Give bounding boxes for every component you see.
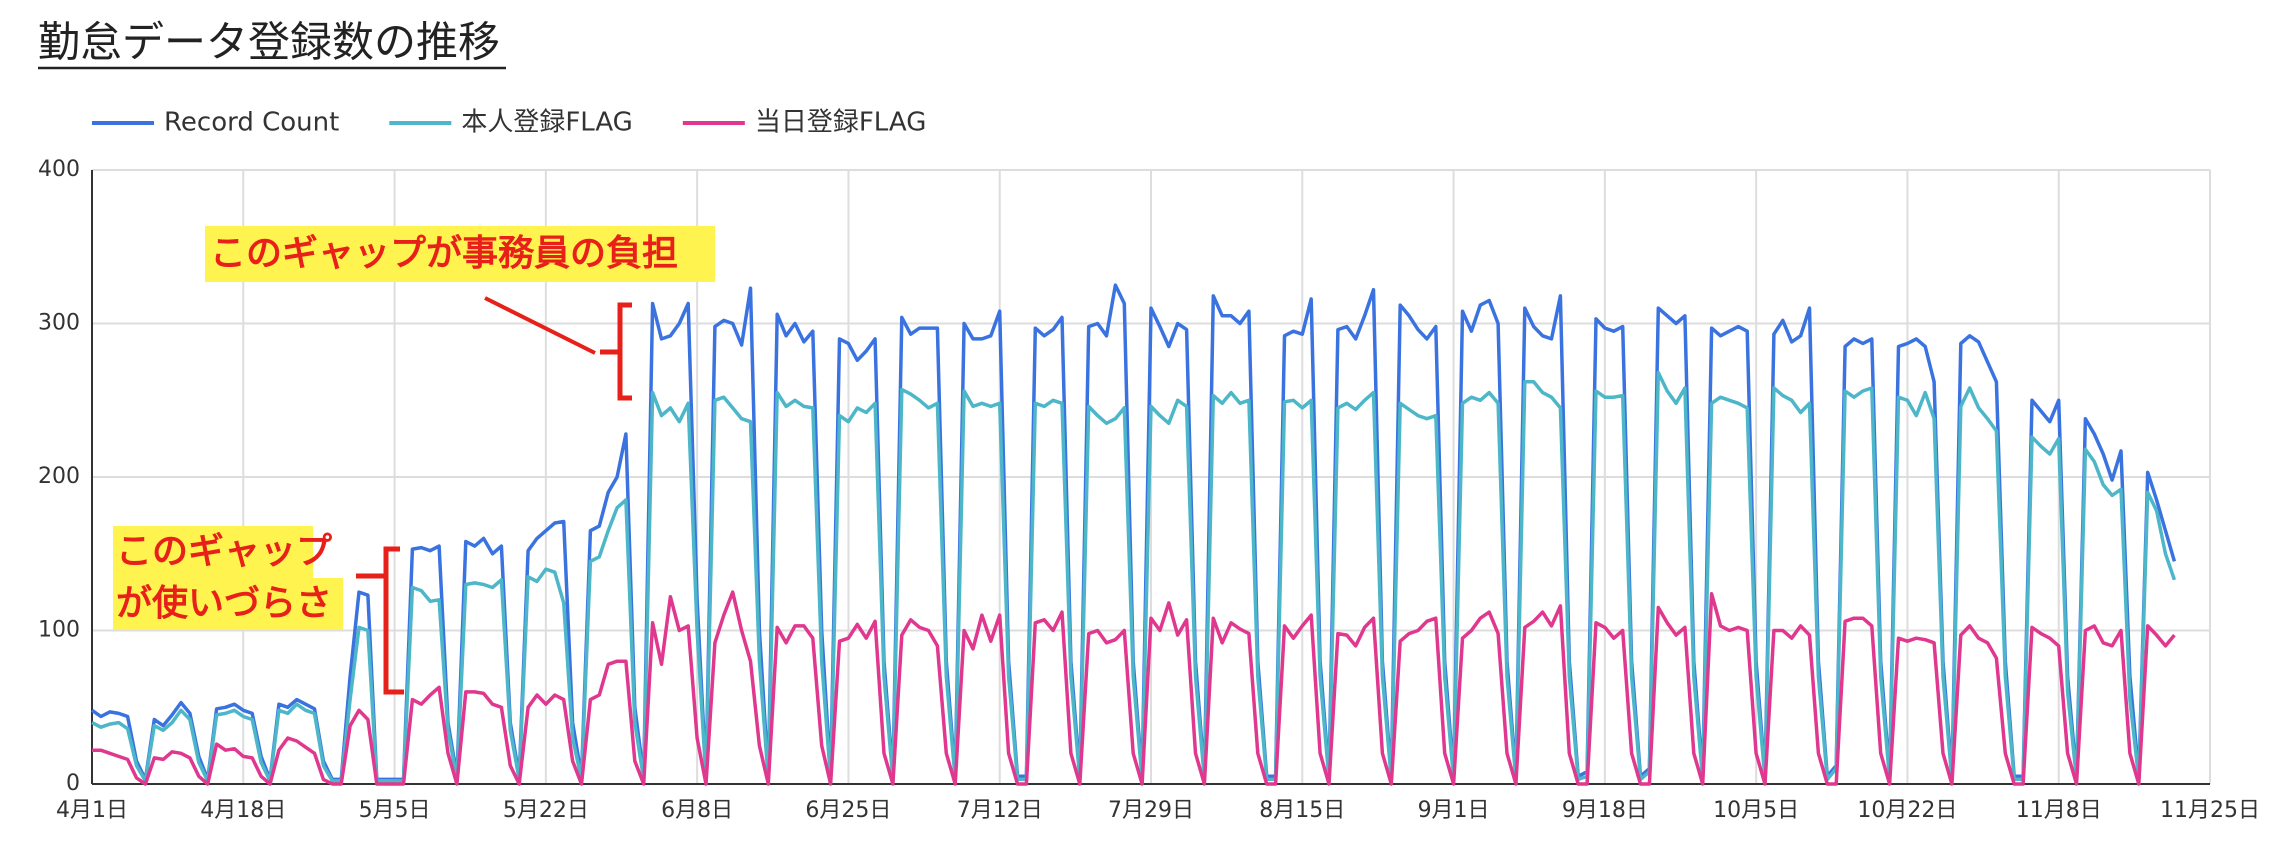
series-line bbox=[92, 590, 2176, 786]
chart-title: 勤怠データ登録数の推移 bbox=[38, 18, 500, 67]
x-tick-label: 10月5日 bbox=[1713, 798, 1799, 823]
legend-label: 当日登録FLAG bbox=[755, 108, 927, 138]
y-tick-label: 200 bbox=[38, 464, 80, 489]
x-tick-label: 5月5日 bbox=[359, 798, 431, 823]
y-tick-label: 100 bbox=[38, 618, 80, 643]
annotation: が使いづらさ bbox=[116, 583, 332, 624]
annotation-arrow bbox=[484, 296, 596, 355]
series-line bbox=[90, 283, 2177, 782]
annotation-bg bbox=[113, 578, 343, 630]
annotation-bg bbox=[113, 526, 313, 578]
x-tick-label: 8月15日 bbox=[1259, 798, 1345, 823]
annotation-bracket bbox=[356, 546, 404, 695]
x-tick-label: 11月25日 bbox=[2160, 798, 2260, 823]
x-tick-label: 4月18日 bbox=[200, 798, 286, 823]
x-tick-label: 9月1日 bbox=[1418, 798, 1490, 823]
x-tick-label: 9月18日 bbox=[1562, 798, 1648, 823]
legend: Record Count 本人登録FLAG 当日登録FLAG bbox=[92, 108, 926, 138]
y-tick-label: 400 bbox=[38, 157, 80, 182]
x-tick-label: 5月22日 bbox=[503, 798, 589, 823]
x-tick-label: 11月8日 bbox=[2016, 798, 2102, 823]
x-tick-label: 6月25日 bbox=[805, 798, 891, 823]
x-tick-label: 7月29日 bbox=[1108, 798, 1194, 823]
y-tick-label: 0 bbox=[66, 771, 80, 796]
legend-label: 本人登録FLAG bbox=[461, 108, 633, 138]
annotation: このギャップが事務員の負担 bbox=[210, 233, 678, 274]
annotation: このギャップ bbox=[116, 531, 332, 572]
annotation-bracket bbox=[600, 302, 632, 401]
legend-label: Record Count bbox=[164, 108, 339, 138]
y-tick-label: 300 bbox=[38, 311, 80, 336]
x-tick-label: 4月1日 bbox=[56, 798, 128, 823]
annotation-bg bbox=[205, 226, 715, 282]
x-tick-label: 10月22日 bbox=[1857, 798, 1957, 823]
annotations: このギャップが事務員の負担 このギャップ が使いづらさ bbox=[113, 226, 715, 695]
x-tick-label: 7月12日 bbox=[957, 798, 1043, 823]
x-tick-label: 6月8日 bbox=[661, 798, 733, 823]
plot bbox=[90, 283, 2177, 786]
